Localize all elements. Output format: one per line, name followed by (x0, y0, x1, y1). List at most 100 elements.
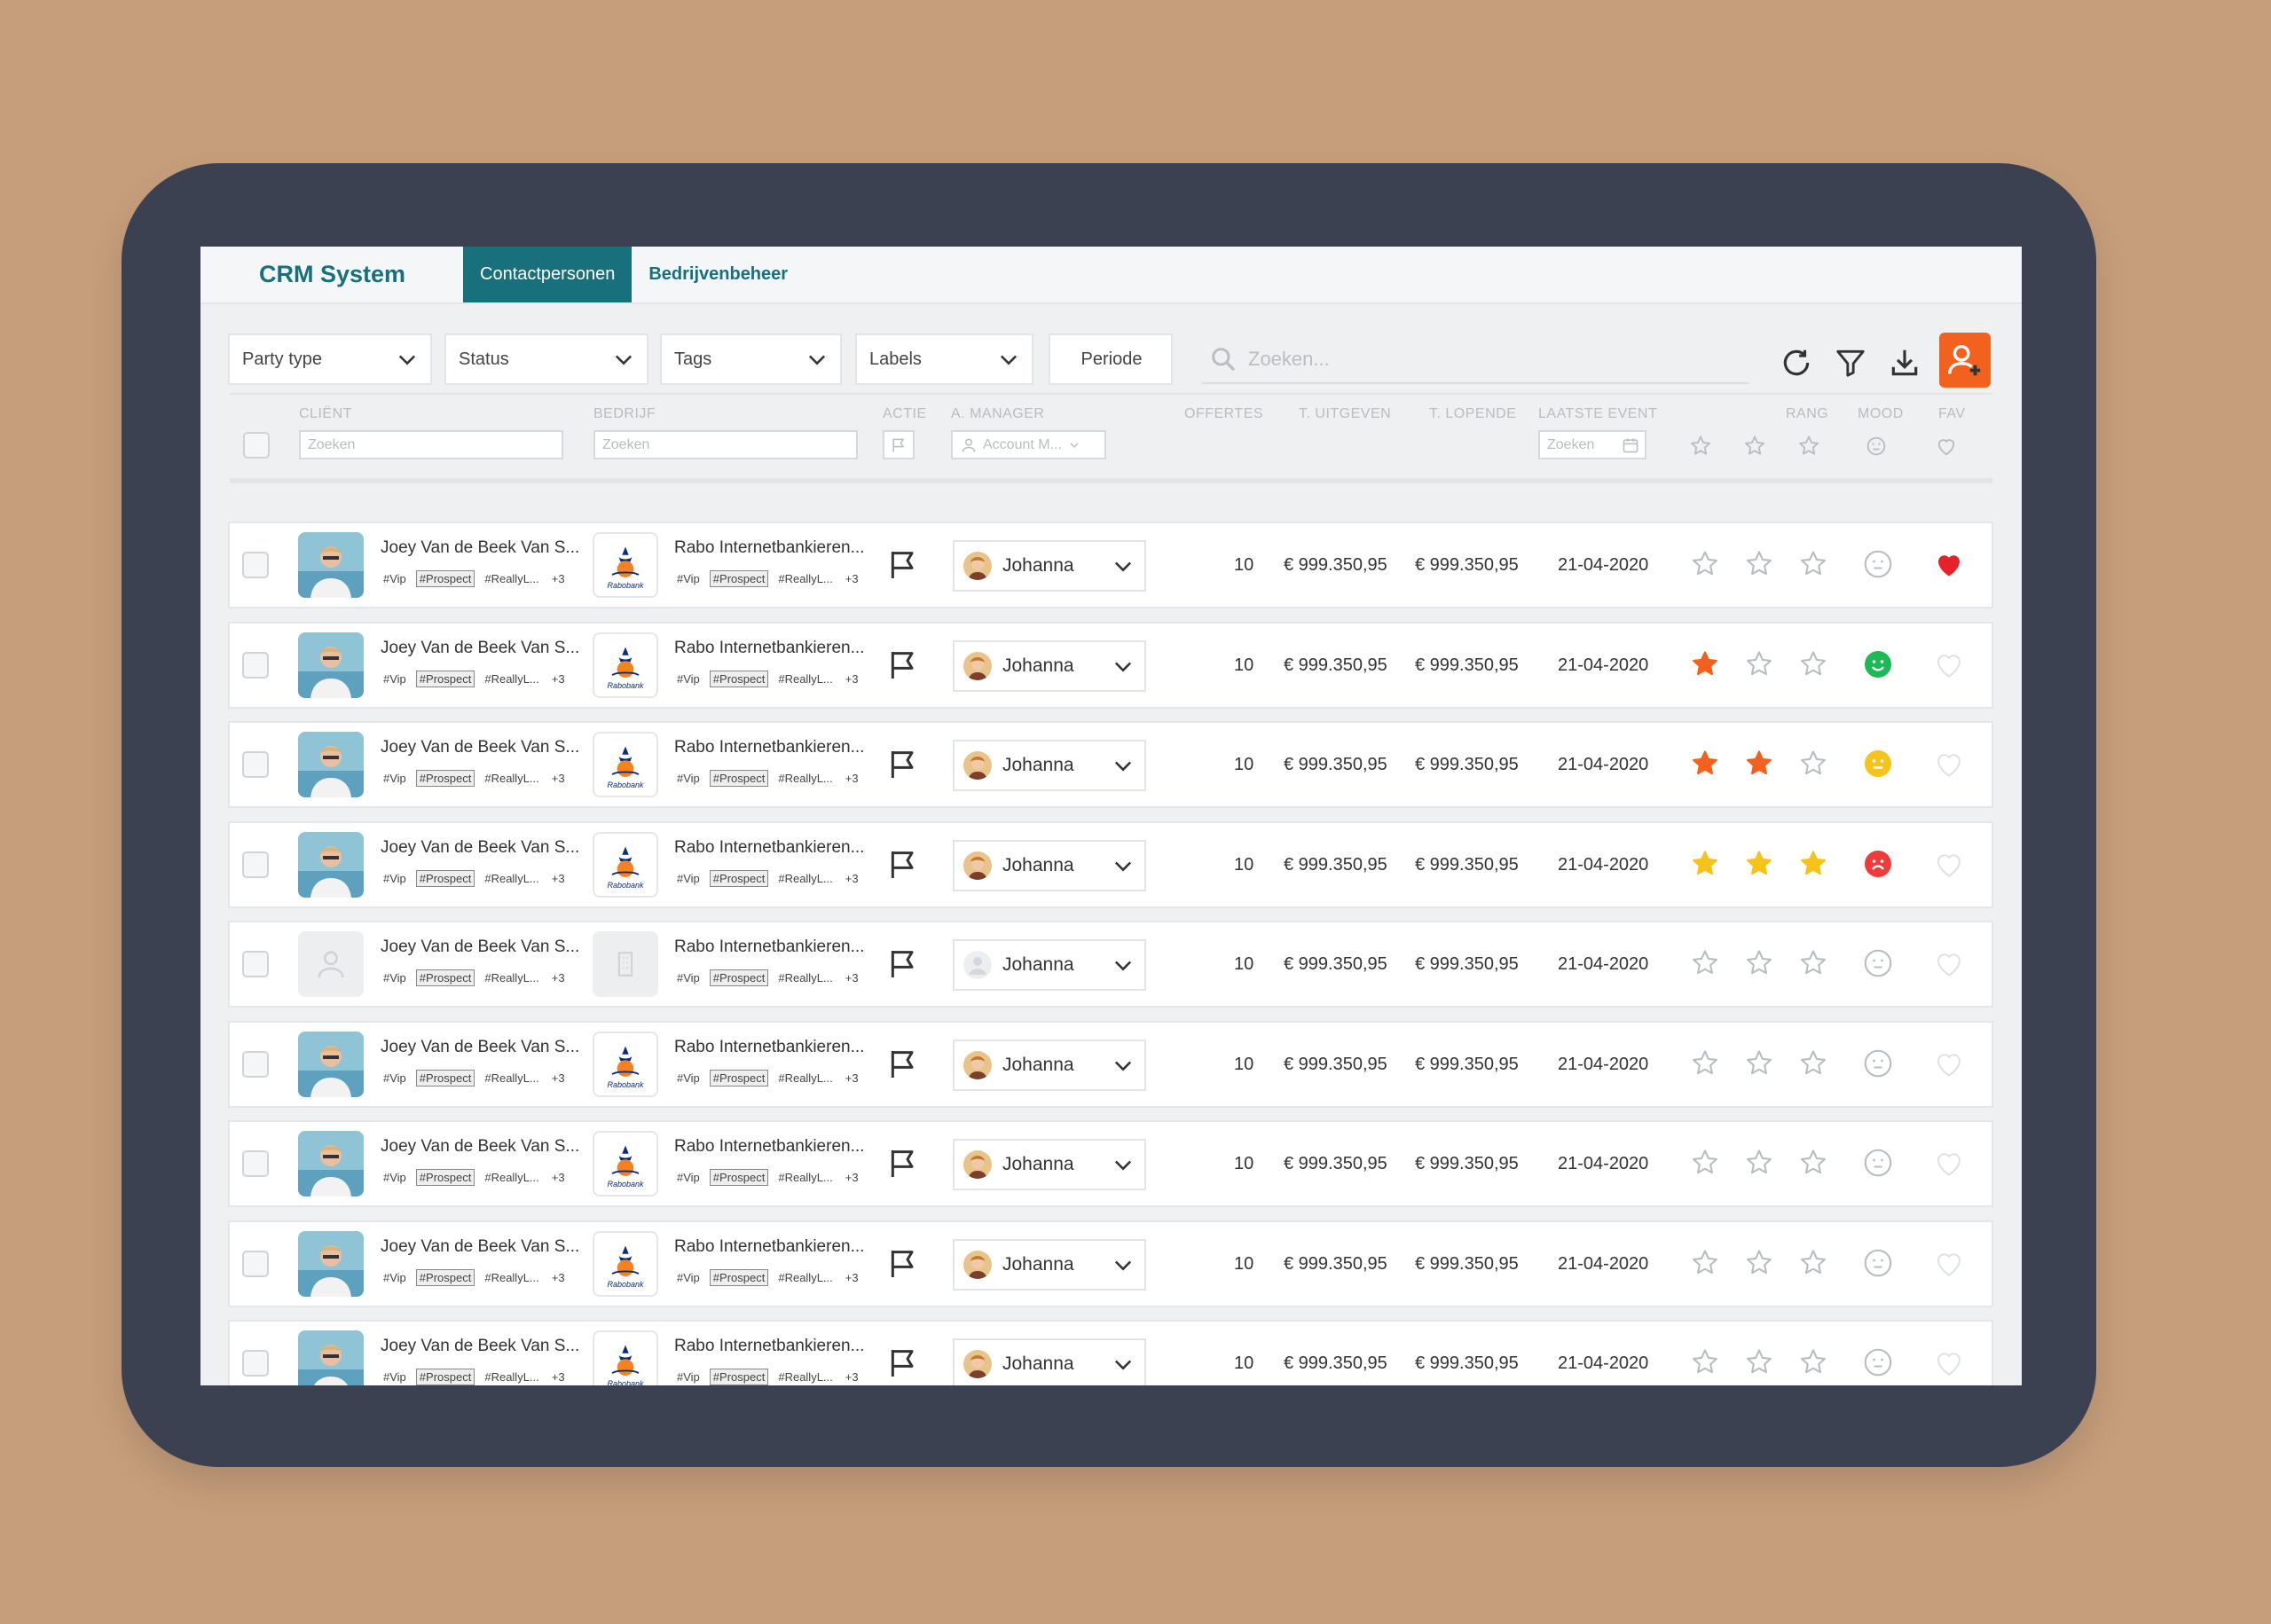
rank-star-icon[interactable] (1797, 1247, 1829, 1283)
status-dropdown[interactable]: Status (444, 333, 648, 385)
action-flag-button[interactable] (885, 1345, 921, 1385)
rank-star-icon[interactable] (1689, 748, 1721, 784)
party-type-dropdown[interactable]: Party type (228, 333, 432, 385)
action-flag-button[interactable] (885, 747, 921, 787)
account-manager-select[interactable]: Johanna (953, 740, 1146, 791)
client-name[interactable]: Joey Van de Beek Van S... (381, 638, 580, 657)
tag[interactable]: #ReallyL... (778, 572, 833, 585)
action-flag-button[interactable] (885, 1047, 921, 1087)
company-name[interactable]: Rabo Internetbankieren... (674, 1337, 865, 1355)
action-flag-button[interactable] (885, 547, 921, 587)
favorite-heart-icon[interactable] (1933, 1346, 1965, 1383)
star-icon[interactable] (1796, 434, 1821, 459)
tag[interactable]: #Prospect (415, 1268, 475, 1286)
row-checkbox[interactable] (242, 851, 269, 878)
rank-star-icon[interactable] (1797, 1346, 1829, 1383)
tag[interactable]: #ReallyL... (484, 572, 539, 585)
star-icon[interactable] (1688, 434, 1713, 459)
company-name[interactable]: Rabo Internetbankieren... (674, 638, 865, 657)
tag[interactable]: #Prospect (709, 1069, 769, 1087)
favorite-heart-icon[interactable] (1933, 1047, 1965, 1084)
tag[interactable]: #Vip (383, 871, 406, 885)
client-name[interactable]: Joey Van de Beek Van S... (381, 538, 580, 557)
rank-star-icon[interactable] (1743, 548, 1775, 584)
tag[interactable]: #ReallyL... (484, 871, 539, 885)
rank-star-icon[interactable] (1797, 848, 1829, 884)
tag[interactable]: #Vip (677, 572, 700, 585)
company-name[interactable]: Rabo Internetbankieren... (674, 538, 865, 557)
tag[interactable]: #Prospect (709, 1268, 769, 1286)
tag[interactable]: #ReallyL... (484, 971, 539, 985)
tag[interactable]: +3 (845, 1270, 859, 1284)
heart-icon[interactable] (1934, 434, 1959, 459)
client-name[interactable]: Joey Van de Beek Van S... (381, 1137, 580, 1156)
account-manager-select[interactable]: Johanna (953, 939, 1146, 991)
tag[interactable]: #ReallyL... (778, 1270, 833, 1284)
tag[interactable]: #ReallyL... (778, 1071, 833, 1085)
company-name[interactable]: Rabo Internetbankieren... (674, 837, 865, 857)
table-row[interactable]: Joey Van de Beek Van S... #Vip #Prospect #… (228, 1320, 1993, 1385)
favorite-heart-icon[interactable] (1933, 848, 1965, 884)
favorite-heart-icon[interactable] (1933, 548, 1965, 584)
client-filter-input[interactable]: Zoeken (299, 430, 563, 459)
mood-icon[interactable] (1862, 748, 1894, 784)
rank-star-icon[interactable] (1743, 748, 1775, 784)
actie-filter[interactable] (883, 430, 915, 459)
mood-icon[interactable] (1862, 1346, 1894, 1383)
tag[interactable]: #ReallyL... (778, 671, 833, 686)
row-checkbox[interactable] (242, 951, 269, 977)
tag[interactable]: #Prospect (709, 969, 769, 986)
rank-star-icon[interactable] (1743, 947, 1775, 984)
tag[interactable]: #ReallyL... (778, 871, 833, 885)
rank-star-icon[interactable] (1689, 1147, 1721, 1183)
company-name[interactable]: Rabo Internetbankieren... (674, 1037, 865, 1056)
tag[interactable]: #Prospect (709, 570, 769, 587)
table-row[interactable]: Joey Van de Beek Van S... #Vip #Prospect #… (228, 721, 1993, 808)
tag[interactable]: #Vip (383, 1171, 406, 1184)
rank-star-icon[interactable] (1689, 848, 1721, 884)
tag[interactable]: #Vip (677, 1370, 700, 1384)
client-name[interactable]: Joey Van de Beek Van S... (381, 938, 580, 956)
mood-icon[interactable] (1864, 434, 1889, 459)
download-button[interactable] (1882, 340, 1928, 386)
tag[interactable]: #Vip (677, 1071, 700, 1085)
table-row[interactable]: Joey Van de Beek Van S... #Vip #Prospect #… (228, 621, 1993, 709)
rank-star-icon[interactable] (1689, 947, 1721, 984)
favorite-heart-icon[interactable] (1933, 1147, 1965, 1183)
table-row[interactable]: Joey Van de Beek Van S... #Vip #Prospect #… (228, 522, 1993, 608)
table-row[interactable]: Joey Van de Beek Van S... #Vip #Prospect #… (228, 1020, 1993, 1108)
bedrijf-filter-input[interactable]: Zoeken (593, 430, 858, 459)
mood-icon[interactable] (1862, 1247, 1894, 1283)
company-name[interactable]: Rabo Internetbankieren... (674, 1236, 865, 1256)
mood-icon[interactable] (1862, 1047, 1894, 1084)
tag[interactable]: #Vip (383, 1270, 406, 1284)
favorite-heart-icon[interactable] (1933, 947, 1965, 984)
tab-contactpersonen[interactable]: Contactpersonen (463, 247, 633, 302)
rank-star-icon[interactable] (1689, 1047, 1721, 1084)
row-checkbox[interactable] (242, 1150, 269, 1177)
rank-star-icon[interactable] (1743, 648, 1775, 685)
rank-star-icon[interactable] (1797, 648, 1829, 685)
event-filter-input[interactable]: Zoeken (1538, 430, 1646, 459)
tag[interactable]: #ReallyL... (484, 1270, 539, 1284)
tag[interactable]: +3 (551, 1270, 565, 1284)
action-flag-button[interactable] (885, 647, 921, 687)
tag[interactable]: #Vip (383, 1071, 406, 1085)
tag[interactable]: #ReallyL... (484, 1071, 539, 1085)
account-manager-select[interactable]: Johanna (953, 1338, 1146, 1385)
tag[interactable]: +3 (551, 671, 565, 686)
tag[interactable]: #ReallyL... (778, 1171, 833, 1184)
mood-icon[interactable] (1862, 1147, 1894, 1183)
tag[interactable]: #Prospect (709, 670, 769, 687)
tag[interactable]: #ReallyL... (484, 671, 539, 686)
tag[interactable]: #Vip (677, 671, 700, 686)
account-manager-select[interactable]: Johanna (953, 839, 1146, 891)
tag[interactable]: #Prospect (415, 1369, 475, 1385)
client-name[interactable]: Joey Van de Beek Van S... (381, 738, 580, 757)
tag[interactable]: +3 (551, 1171, 565, 1184)
favorite-heart-icon[interactable] (1933, 748, 1965, 784)
star-icon[interactable] (1742, 434, 1767, 459)
tag[interactable]: #Prospect (415, 770, 475, 787)
rank-star-icon[interactable] (1689, 1247, 1721, 1283)
mood-icon[interactable] (1862, 848, 1894, 884)
